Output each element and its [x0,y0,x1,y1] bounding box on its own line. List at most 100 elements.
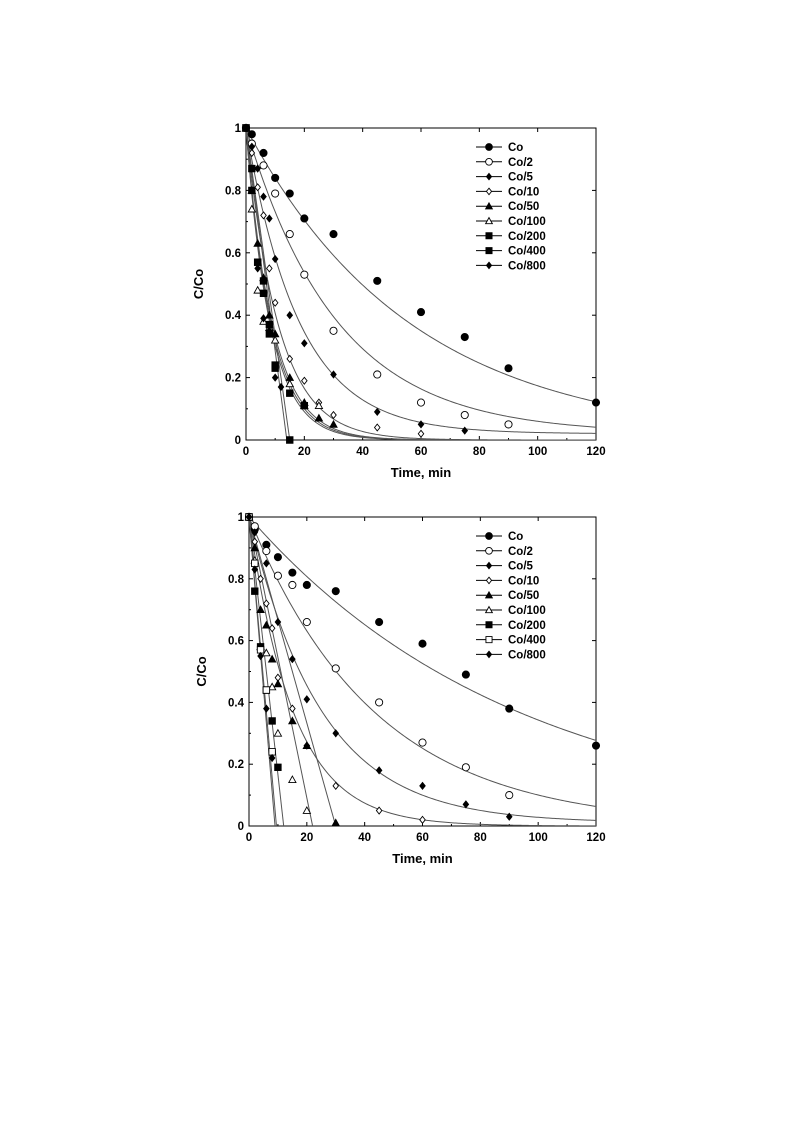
data-point [247,204,257,213]
legend-marker [485,172,493,181]
data-point [261,648,271,657]
x-tick-label: 60 [415,446,428,458]
data-point [251,587,259,595]
series-co-800 [245,512,276,763]
data-point [262,546,271,556]
data-point [259,161,268,170]
data-point [285,230,294,239]
data-point [373,407,381,417]
data-point [268,748,276,756]
data-point [300,401,309,410]
data-point [248,186,256,195]
fit-curve-co-10 [246,128,596,440]
data-point [418,738,427,747]
data-point [289,654,296,664]
legend-label: Co/800 [508,649,546,661]
data-point [329,419,338,428]
data-point [257,651,264,661]
y-tick-label: 0.6 [225,248,241,260]
data-point [419,815,426,824]
x-tick-label: 60 [416,832,429,844]
data-point [591,398,601,407]
fit-curve-co-2 [249,517,596,807]
data-point [331,664,340,673]
plot-frame [248,516,597,827]
y-tick-label: 0.4 [225,310,242,322]
x-axis-label: Time, min [391,465,452,480]
fit-curve-co-50 [249,517,337,826]
data-point [274,617,282,627]
data-point [263,704,270,713]
data-point [273,679,283,688]
data-point [250,543,260,552]
legend-marker [485,576,493,585]
series-co-800 [242,123,285,392]
data-point [375,806,383,815]
legend-marker [485,621,493,629]
data-point [288,716,297,725]
data-point [505,704,514,713]
data-point [285,189,294,198]
data-point [264,310,274,319]
legend-label: Co/800 [508,260,546,272]
data-point [253,238,263,247]
series-co-5 [242,123,469,435]
fit-curve-co-10 [249,517,596,826]
data-point [253,285,263,294]
fit-curve-co-200 [246,128,596,440]
legend-label: Co/200 [508,231,546,243]
legend-label: Co/2 [508,546,533,558]
data-point [259,277,268,285]
data-point [314,401,324,410]
data-point [373,423,381,432]
data-point [274,763,282,771]
x-tick-label: 100 [528,446,547,458]
data-point [251,559,259,568]
data-point [277,382,285,392]
data-point [416,308,426,317]
data-point [268,717,276,725]
data-point [268,624,276,633]
data-point [251,565,259,574]
data-point [266,264,273,273]
data-point [302,618,311,627]
data-point [314,413,324,422]
data-point [254,183,261,192]
x-tick-label: 120 [586,446,605,458]
x-tick-label: 120 [586,832,605,844]
x-tick-label: 0 [246,832,252,844]
data-point [247,130,256,139]
legend-marker [485,187,493,196]
data-point [330,410,337,420]
data-point [268,753,276,763]
data-point [329,230,338,239]
data-point [259,148,268,158]
data-point [254,164,261,173]
data-point [262,686,271,694]
y-tick-label: 0 [235,435,241,447]
series-co-5 [245,512,513,821]
legend-marker [484,201,494,210]
data-point [460,410,469,420]
data-point [263,599,270,608]
legend-label: Co/100 [508,216,546,228]
chart-1: 0 20 40 60 80 100 120 0 0.2 0.4 0.6 0.8 1 Time, min C/… [191,123,606,480]
legend-label: Co/50 [508,590,539,602]
y-tick-label: 0.4 [228,697,245,709]
fit-curve-co-100 [249,517,314,826]
data-point [259,289,268,298]
fit-curve-co [249,517,596,741]
data-point [251,528,259,537]
data-point [248,164,256,173]
legend-label: Co/200 [508,620,546,632]
data-point [266,326,273,335]
data-point [375,698,384,707]
data-point [373,276,382,285]
x-axis-label: Time, min [392,851,453,866]
data-point [330,370,337,379]
data-point [271,189,280,198]
data-point [417,429,425,438]
legend-label: Co/5 [508,172,534,184]
